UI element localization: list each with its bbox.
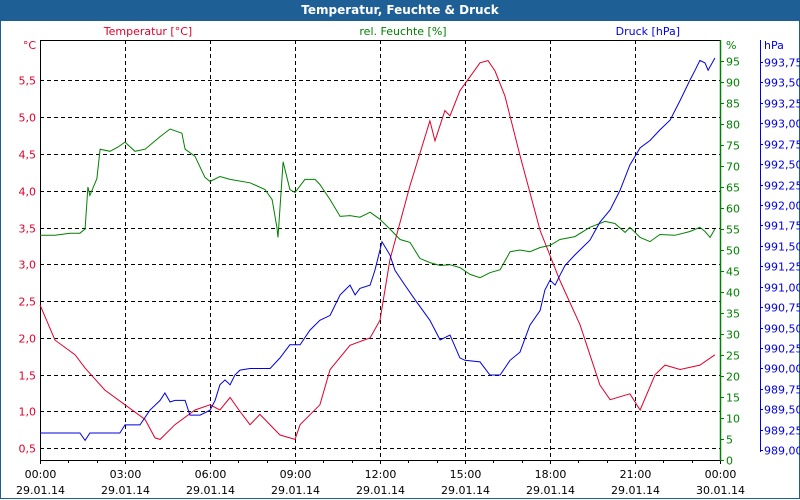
humidity-tick-label: 55 [726,224,740,237]
temperature-tick-label: 0,5 [19,443,37,456]
temperature-tick-label: 3,5 [19,223,37,236]
humidity-unit: % [726,39,736,52]
x-tick-date: 29.01.14 [356,484,405,497]
x-tick-date: 29.01.14 [186,484,235,497]
humidity-tick-label: 20 [726,371,740,384]
pressure-tick-label: 992,50 [764,159,800,172]
pressure-tick-label: 991,50 [764,241,800,254]
pressure-tick-label: 990,50 [764,323,800,336]
pressure-tick-label: 990,75 [764,302,800,315]
grid [40,40,720,460]
humidity-tick-label: 50 [726,245,740,258]
series-title-temperature: Temperatur [°C] [103,25,192,38]
series-line-pressure [40,57,716,442]
pressure-tick-label: 990,25 [764,343,800,356]
humidity-tick-label: 95 [726,56,740,69]
series-line-humidity [40,128,716,279]
pressure-tick-label: 989,75 [764,384,800,397]
humidity-tick-label: 60 [726,203,740,216]
temperature-tick-label: 4,0 [19,186,37,199]
pressure-tick-label: 990,00 [764,363,800,376]
x-tick-time: 18:00 [535,468,567,481]
series-title-humidity: rel. Feuchte [%] [359,25,446,38]
series [39,57,716,442]
x-tick-time: 09:00 [280,468,312,481]
axes [40,40,763,464]
temperature-tick-label: 1,5 [19,370,37,383]
x-tick-date: 29.01.14 [16,484,65,497]
humidity-tick-label: 25 [726,350,740,363]
pressure-unit: hPa [764,39,784,52]
pressure-tick-label: 992,00 [764,200,800,213]
pressure-tick-label: 991,00 [764,282,800,295]
x-tick-date: 29.01.14 [441,484,490,497]
humidity-tick-label: 5 [726,434,733,447]
labels: 0,5 1,0 1,5 2,0 2,5 3,0 3,5 4,0 4,5 5,0 5,5 00:00 29… [16,25,800,497]
series-line-temperature [39,60,716,441]
x-tick-date: 29.01.14 [526,484,575,497]
window-title: Temperatur, Feuchte & Druck [0,0,800,21]
humidity-tick-label: 10 [726,413,740,426]
x-tick-date: 29.01.14 [271,484,320,497]
x-tick-time: 00:00 [705,468,737,481]
humidity-tick-label: 75 [726,140,740,153]
pressure-tick-label: 989,50 [764,404,800,417]
temperature-tick-label: 4,5 [19,149,37,162]
pressure-tick-label: 991,75 [764,220,800,233]
x-tick-date: 30.01.14 [696,484,745,497]
x-tick-date: 29.01.14 [611,484,660,497]
temperature-unit: °C [23,39,37,52]
temperature-tick-label: 5,5 [19,75,37,88]
humidity-tick-label: 15 [726,392,740,405]
temperature-tick-label: 2,0 [19,333,37,346]
x-tick-time: 12:00 [365,468,397,481]
pressure-tick-label: 992,25 [764,180,800,193]
x-tick-time: 00:00 [25,468,57,481]
x-tick-time: 06:00 [195,468,227,481]
x-tick-time: 03:00 [110,468,142,481]
humidity-tick-label: 85 [726,98,740,111]
temperature-tick-label: 5,0 [19,112,37,125]
x-tick-time: 15:00 [450,468,482,481]
x-tick-time: 21:00 [620,468,652,481]
humidity-tick-label: 40 [726,287,740,300]
pressure-tick-label: 992,75 [764,139,800,152]
temperature-tick-label: 1,0 [19,406,37,419]
pressure-tick-label: 993,25 [764,98,800,111]
humidity-tick-label: 70 [726,161,740,174]
temperature-tick-label: 3,0 [19,259,37,272]
pressure-tick-label: 993,00 [764,118,800,131]
humidity-tick-label: 30 [726,329,740,342]
x-tick-date: 29.01.14 [101,484,150,497]
humidity-tick-label: 0 [726,455,733,468]
humidity-tick-label: 80 [726,119,740,132]
humidity-tick-label: 65 [726,182,740,195]
pressure-tick-label: 989,25 [764,425,800,438]
pressure-tick-label: 989,00 [764,445,800,458]
humidity-tick-label: 45 [726,266,740,279]
series-title-pressure: Druck [hPa] [616,25,680,38]
humidity-tick-label: 90 [726,77,740,90]
pressure-tick-label: 993,50 [764,77,800,90]
temperature-tick-label: 2,5 [19,296,37,309]
pressure-tick-label: 991,25 [764,261,800,274]
pressure-tick-label: 993,75 [764,57,800,70]
humidity-tick-label: 35 [726,308,740,321]
